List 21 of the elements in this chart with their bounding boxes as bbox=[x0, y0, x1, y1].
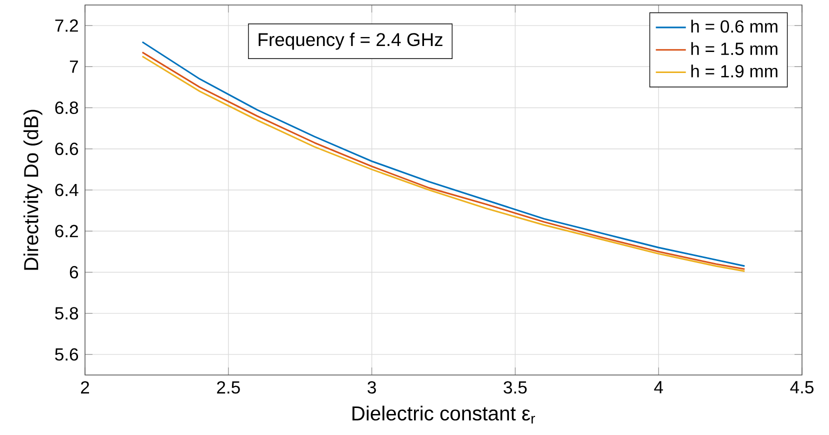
y-tick-label: 6.6 bbox=[55, 142, 78, 156]
y-tick-label: 7 bbox=[70, 60, 78, 73]
y-tick-label: 6.8 bbox=[55, 102, 78, 114]
x-tick-label: 3.5 bbox=[504, 381, 527, 394]
x-tick-label: 2 bbox=[81, 381, 90, 394]
y-axis-title: Directivity Do (dB) bbox=[23, 110, 42, 270]
y-tick-label: 6.4 bbox=[55, 184, 78, 196]
x-axis-title: Dielectric constant ε$_{r}$ bbox=[352, 406, 536, 424]
y-tick-label: 6.2 bbox=[55, 224, 78, 238]
y-tick-label: 7.2 bbox=[55, 19, 78, 32]
x-tick-label: 2.5 bbox=[217, 381, 240, 394]
legend-label: h = 1.9 mm bbox=[691, 64, 778, 78]
legend-label: h = 1.5 mm bbox=[691, 42, 778, 56]
x-tick-label: 4.5 bbox=[790, 381, 814, 394]
x-tick-label: 4 bbox=[654, 381, 663, 394]
legend-label: h = 0.6 mm bbox=[691, 20, 778, 33]
y-tick-label: 6 bbox=[70, 266, 78, 278]
y-tick-label: 5.8 bbox=[55, 307, 78, 320]
x-tick-label: 3 bbox=[368, 381, 376, 394]
annotation: Frequency f = 2.4 GHz bbox=[258, 32, 442, 50]
y-tick-label: 5.6 bbox=[55, 348, 78, 361]
